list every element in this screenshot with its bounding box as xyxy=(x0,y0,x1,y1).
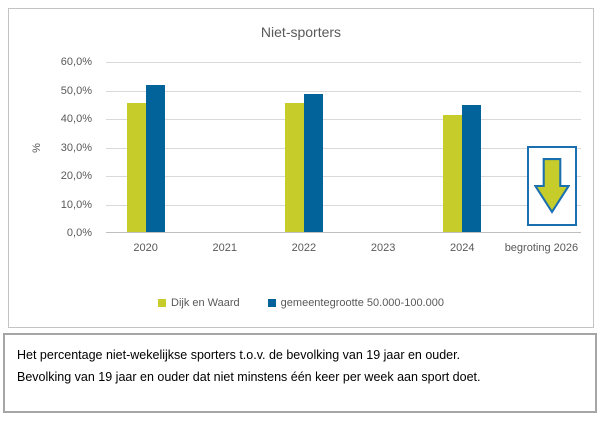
x-axis-label: begroting 2026 xyxy=(504,242,579,254)
x-axis-label: 2024 xyxy=(450,242,475,254)
x-axis-label: 2021 xyxy=(212,242,238,254)
gridline xyxy=(106,148,581,149)
legend-item-2: gemeentegrootte 50.000-100.000 xyxy=(267,297,444,309)
caption-line-1: Het percentage niet-wekelijkse sporters … xyxy=(17,348,461,362)
legend-label: Dijk en Waard xyxy=(171,297,240,309)
forecast-arrow-box xyxy=(527,146,577,226)
chart-title: Niet-sporters xyxy=(260,24,342,40)
down-arrow-icon xyxy=(534,158,570,214)
bar-series2-2022 xyxy=(303,93,323,232)
bar-series2-2020 xyxy=(145,85,165,232)
y-axis-tick-label: 50,0% xyxy=(60,85,92,97)
y-axis-tick-label: 0,0% xyxy=(66,227,92,239)
gridline xyxy=(106,62,581,63)
legend: Dijk en Waard gemeentegrootte 50.000-100.… xyxy=(9,297,593,309)
bar-series1-2024 xyxy=(443,114,463,232)
y-axis-tick-label: 30,0% xyxy=(60,142,92,154)
x-axis-label: 2022 xyxy=(291,242,317,254)
caption-line-2: Bevolking van 19 jaar en ouder dat niet … xyxy=(17,370,481,384)
plot-area xyxy=(106,62,581,233)
y-axis-tick-label: 40,0% xyxy=(60,113,92,125)
bar-series2-2024 xyxy=(462,104,482,232)
gridline xyxy=(106,205,581,206)
gridline xyxy=(106,91,581,92)
x-axis-label: 2020 xyxy=(133,242,158,254)
bar-series1-2020 xyxy=(126,103,146,232)
caption-box: Het percentage niet-wekelijkse sporters … xyxy=(3,333,597,413)
x-axis-labels: 2020 2021 2022 2023 2024 begroting 2026 xyxy=(106,240,581,284)
legend-item-1: Dijk en Waard xyxy=(158,297,240,309)
legend-swatch xyxy=(267,299,276,307)
chart-card: Niet-sporters % 2020 2021 2022 2023 2024 begr… xyxy=(8,8,594,328)
y-axis-tick-label: 60,0% xyxy=(60,56,92,68)
gridline xyxy=(106,176,581,177)
bar-series1-2022 xyxy=(284,102,304,232)
gridline xyxy=(106,119,581,120)
legend-label: gemeentegrootte 50.000-100.000 xyxy=(280,297,444,309)
y-axis-tick-label: 10,0% xyxy=(60,199,92,211)
y-axis-tick-label: 20,0% xyxy=(60,170,92,182)
x-axis-label: 2023 xyxy=(370,242,396,254)
legend-swatch xyxy=(158,299,166,307)
